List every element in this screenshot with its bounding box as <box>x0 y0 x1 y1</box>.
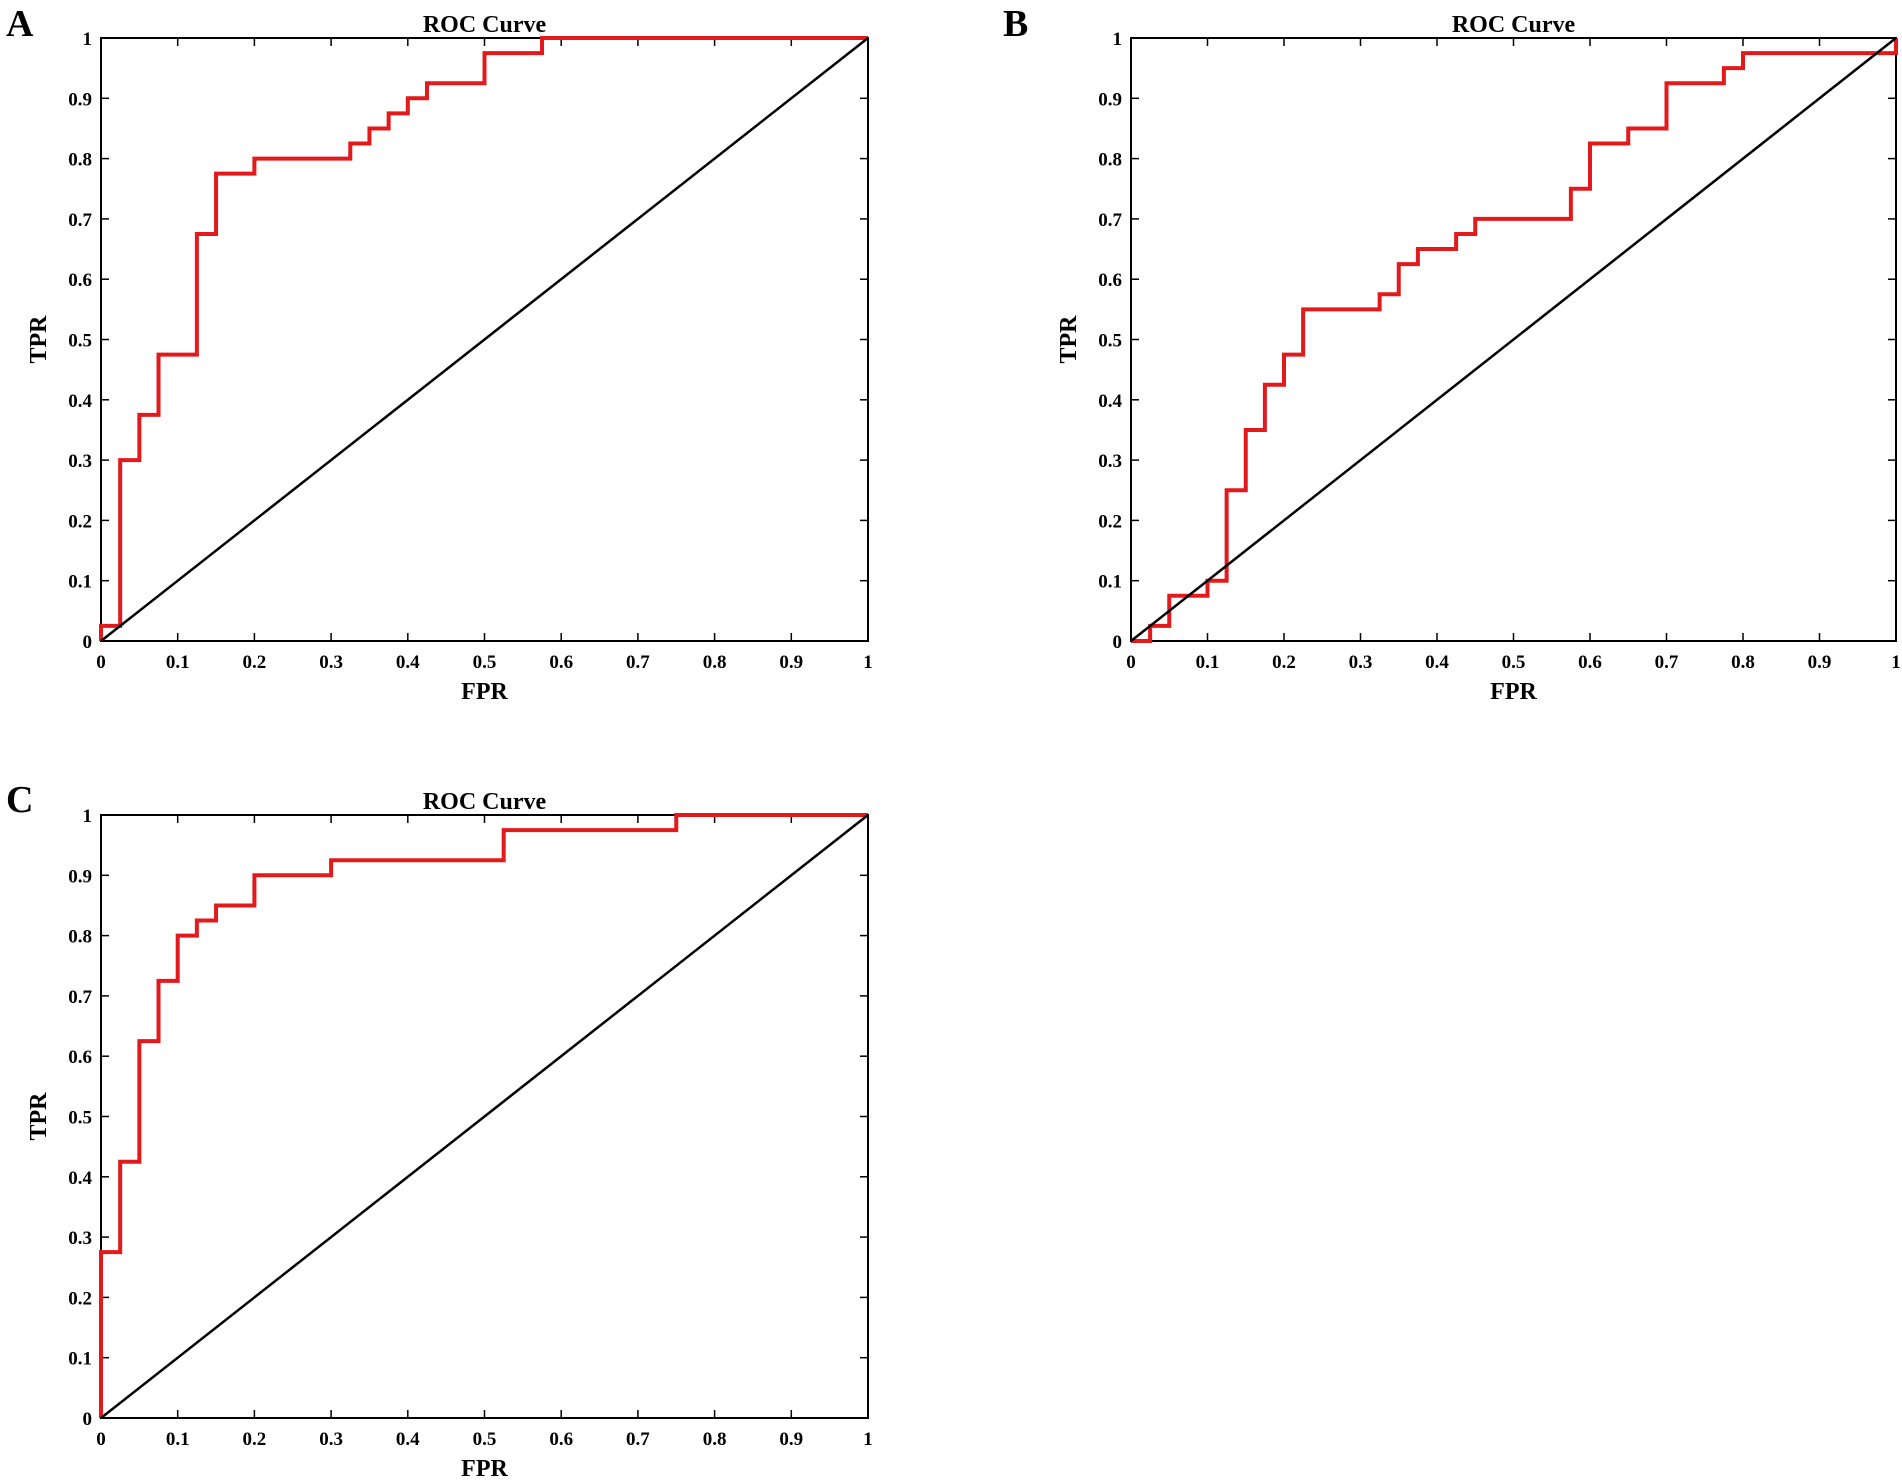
panel-b-y-tick-label: 0.1 <box>1098 572 1122 593</box>
panel-a-x-tick-label: 1 <box>863 652 873 673</box>
panel-a-x-tick-label: 0.4 <box>396 652 420 673</box>
panel-c-title: ROC Curve <box>423 789 547 815</box>
panel-c-x-tick-label: 0.8 <box>703 1429 727 1450</box>
panel-b-y-tick-label: 0.8 <box>1098 150 1122 171</box>
panel-c-x-tick-label: 0.9 <box>779 1429 803 1450</box>
panel-b-y-tick-label: 1 <box>1113 29 1123 50</box>
panel-b-x-tick-label: 0.4 <box>1425 652 1449 673</box>
panel-a-reference-line <box>100 37 869 642</box>
panel-b-y-tick-label: 0.5 <box>1098 331 1122 352</box>
panel-b-x-tick-label: 0.8 <box>1731 652 1755 673</box>
panel-c-y-tick-label: 0.4 <box>68 1168 92 1189</box>
panel-b-roc-curve <box>1131 38 1898 643</box>
panel-a-x-tick-label: 0.6 <box>549 652 573 673</box>
panel-c-y-tick-label: 0.9 <box>68 866 92 887</box>
panel-a-y-tick-label: 0.9 <box>68 89 92 110</box>
panel-c-y-tick-label: 0.7 <box>68 987 92 1008</box>
panel-c-x-tick-label: 1 <box>863 1429 873 1450</box>
panel-a-chart: A ROC Curve 0 0.1 0.2 0.3 0.4 0.5 0.6 0.7 0.8 0.9 1 0… <box>6 3 873 705</box>
panel-a-y-tick-label: 0.5 <box>68 331 92 352</box>
panel-a-x-tick-label: 0.5 <box>473 652 497 673</box>
panel-c-y-tick-label: 0.8 <box>68 927 92 948</box>
panel-a-x-tick-label: 0.3 <box>319 652 343 673</box>
panel-a-y-tick-label: 0.7 <box>68 210 92 231</box>
panel-a-y-tick-label: 0.1 <box>68 572 92 593</box>
panel-a-x-tick-label: 0.9 <box>779 652 803 673</box>
panel-c-y-tick-label: 0.6 <box>68 1047 92 1068</box>
panel-a-y-tick-label: 0.2 <box>68 511 92 532</box>
panel-b-letter: B <box>1003 3 1028 45</box>
panel-c-x-tick-label: 0.4 <box>396 1429 420 1450</box>
panel-b-x-tick-label: 0.5 <box>1502 652 1526 673</box>
panel-b-x-tick-label: 1 <box>1891 652 1901 673</box>
panel-b-x-tick-label: 0.6 <box>1578 652 1602 673</box>
panel-b-y-tick-label: 0.3 <box>1098 451 1122 472</box>
panel-c-y-tick-label: 0.2 <box>68 1288 92 1309</box>
panel-b-title: ROC Curve <box>1452 12 1576 38</box>
panel-a-letter: A <box>6 3 34 45</box>
panel-c-y-tick-label: 0.1 <box>68 1349 92 1370</box>
panel-c-y-tick-label: 1 <box>83 806 93 827</box>
panel-b-x-tick-label: 0.1 <box>1196 652 1220 673</box>
panel-c-chart: C ROC Curve 0 0.1 0.2 0.3 0.4 0.5 0.6 0.7 0.8 0.9 1 0… <box>6 779 873 1482</box>
panel-b-x-tick-label: 0.3 <box>1349 652 1373 673</box>
panel-a-y-tick-label: 0.3 <box>68 451 92 472</box>
panel-a-y-axis-label: TPR <box>26 315 52 364</box>
panel-a-y-tick-label: 0 <box>83 632 93 653</box>
panel-a-y-tick-label: 0.6 <box>68 270 92 291</box>
panel-c-y-tick-label: 0 <box>83 1409 93 1430</box>
panel-c-x-tick-label: 0.5 <box>473 1429 497 1450</box>
panel-a-x-tick-label: 0.7 <box>626 652 650 673</box>
panel-b-x-tick-label: 0 <box>1126 652 1136 673</box>
panel-b-y-tick-label: 0.4 <box>1098 391 1122 412</box>
panel-a-x-tick-label: 0 <box>96 652 106 673</box>
panel-b-x-axis-label: FPR <box>1490 679 1537 705</box>
panel-c-x-tick-label: 0.1 <box>166 1429 190 1450</box>
panel-b-y-tick-label: 0.9 <box>1098 89 1122 110</box>
panel-b-x-tick-label: 0.2 <box>1272 652 1296 673</box>
panel-a-x-tick-label: 0.2 <box>243 652 267 673</box>
panel-c-reference-line <box>100 814 869 1419</box>
panel-c-x-tick-label: 0.6 <box>549 1429 573 1450</box>
panel-c-x-tick-label: 0.3 <box>319 1429 343 1450</box>
panel-a-title: ROC Curve <box>423 12 547 38</box>
panel-b-x-tick-label: 0.7 <box>1655 652 1679 673</box>
panel-a-y-tick-label: 1 <box>83 29 93 50</box>
panel-b-reference-line <box>1130 37 1897 642</box>
panel-b-y-tick-label: 0.6 <box>1098 270 1122 291</box>
panel-a-y-tick-label: 0.4 <box>68 391 92 412</box>
panel-a-x-tick-label: 0.1 <box>166 652 190 673</box>
panel-a-roc-curve <box>99 36 868 641</box>
panel-c-letter: C <box>6 779 33 821</box>
panel-c-y-tick-label: 0.5 <box>68 1108 92 1129</box>
panel-c-y-axis-label: TPR <box>26 1092 52 1141</box>
panel-a-x-tick-label: 0.8 <box>703 652 727 673</box>
panel-c-x-tick-label: 0.2 <box>243 1429 267 1450</box>
panel-a-x-axis-label: FPR <box>461 679 508 705</box>
panel-a-y-tick-label: 0.8 <box>68 150 92 171</box>
panel-c-x-axis-label: FPR <box>461 1456 508 1482</box>
panel-b-y-tick-label: 0.2 <box>1098 511 1122 532</box>
panel-b-y-tick-label: 0.7 <box>1098 210 1122 231</box>
panel-b-chart: B ROC Curve 0 0.1 0.2 0.3 0.4 0.5 0.6 0.7 0.8 0.9 1 0… <box>1003 3 1901 705</box>
panel-c-roc-curve <box>99 813 868 1418</box>
panel-b-y-tick-label: 0 <box>1113 632 1123 653</box>
panel-c-x-tick-label: 0 <box>96 1429 106 1450</box>
panel-c-y-tick-label: 0.3 <box>68 1228 92 1249</box>
panel-b-y-axis-label: TPR <box>1056 315 1082 364</box>
panel-c-x-tick-label: 0.7 <box>626 1429 650 1450</box>
panel-b-x-tick-label: 0.9 <box>1808 652 1832 673</box>
